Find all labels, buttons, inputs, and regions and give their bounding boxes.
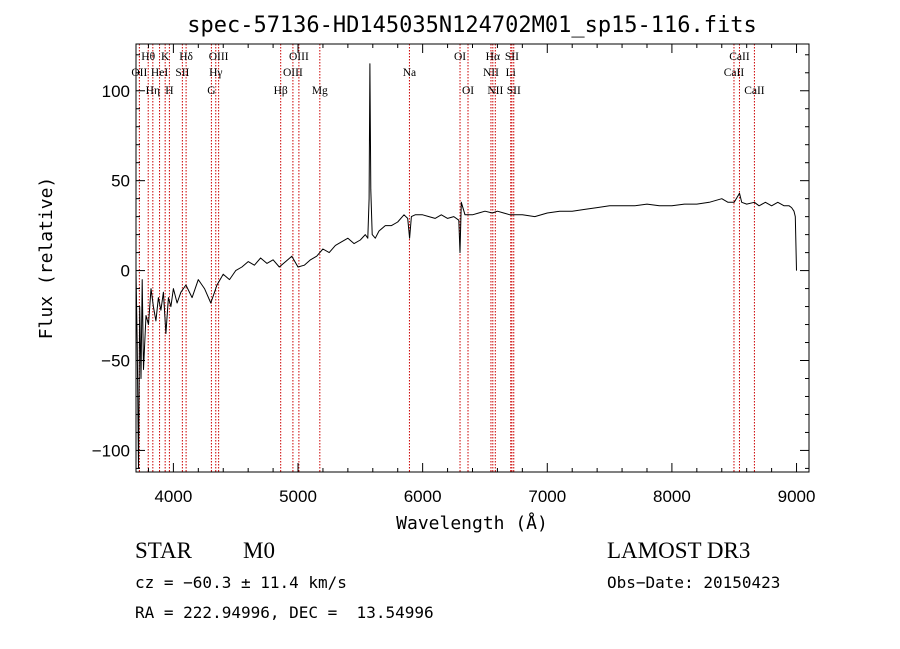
line-label-10: OIII xyxy=(209,51,229,63)
line-label-6: SII xyxy=(175,67,189,79)
x-tick-label-0: 4000 xyxy=(154,487,192,506)
line-label-3: HeI xyxy=(151,67,168,79)
y-tick-label-2: 0 xyxy=(121,262,130,281)
line-label-16: OI xyxy=(454,51,466,63)
plot-frame xyxy=(135,43,810,473)
x-axis-ticks: 4000 5000 6000 7000 8000 9000 xyxy=(147,44,816,506)
survey-name: LAMOST DR3 xyxy=(607,538,751,563)
line-label-18: NII xyxy=(483,67,499,79)
line-label-21: Li xyxy=(506,67,516,79)
line-label-12: OIII xyxy=(283,67,303,79)
x-tick-label-1: 5000 xyxy=(279,487,317,506)
object-class: STAR xyxy=(135,538,192,563)
y-axis-ticks: −100 −50 0 50 100 xyxy=(92,54,809,469)
line-label-7: Hδ xyxy=(179,51,193,63)
line-label-24: CaII xyxy=(724,67,745,79)
x-tick-label-5: 9000 xyxy=(778,487,816,506)
spectral-line-labels: OIIHθHηHeIKHSIIHδGHγOIIIHβOIIIOIIIMgNaOI… xyxy=(131,51,764,97)
coordinates: RA = 222.94996, DEC = 13.54996 xyxy=(135,603,434,622)
line-label-23: SII xyxy=(507,85,521,97)
spectral-line-markers xyxy=(138,44,755,472)
observation-date: Obs−Date: 20150423 xyxy=(607,573,781,592)
line-label-19: Hα xyxy=(486,51,500,63)
spectrum-line xyxy=(135,63,797,469)
x-tick-label-2: 6000 xyxy=(404,487,442,506)
y-tick-label-3: 50 xyxy=(111,172,130,191)
line-label-13: OIII xyxy=(289,51,309,63)
chart-title: spec-57136-HD145035N124702M01_sp15-116.f… xyxy=(187,13,757,38)
redshift-cz: cz = −60.3 ± 11.4 km/s xyxy=(135,573,347,592)
line-label-22: SII xyxy=(505,51,519,63)
line-label-2: Hη xyxy=(146,85,160,97)
y-tick-label-1: −50 xyxy=(101,352,130,371)
line-label-25: CaII xyxy=(729,51,750,63)
line-label-14: Mg xyxy=(312,85,328,97)
x-axis-label: Wavelength (Å) xyxy=(396,512,548,534)
line-label-4: K xyxy=(161,51,170,63)
line-label-20: NII xyxy=(487,85,503,97)
x-tick-label-4: 8000 xyxy=(653,487,691,506)
line-label-17: OI xyxy=(462,85,474,97)
line-label-26: CaII xyxy=(744,85,765,97)
line-label-15: Na xyxy=(403,67,416,79)
x-tick-label-3: 7000 xyxy=(528,487,566,506)
line-label-9: Hγ xyxy=(209,67,222,79)
y-tick-label-4: 100 xyxy=(102,82,130,101)
line-label-8: G xyxy=(207,85,215,97)
line-label-5: H xyxy=(165,85,173,97)
y-axis-label: Flux (relative) xyxy=(36,177,57,340)
line-label-11: Hβ xyxy=(274,85,288,97)
object-subclass: M0 xyxy=(243,538,275,563)
y-tick-label-0: −100 xyxy=(92,441,130,460)
line-label-1: Hθ xyxy=(141,51,155,63)
